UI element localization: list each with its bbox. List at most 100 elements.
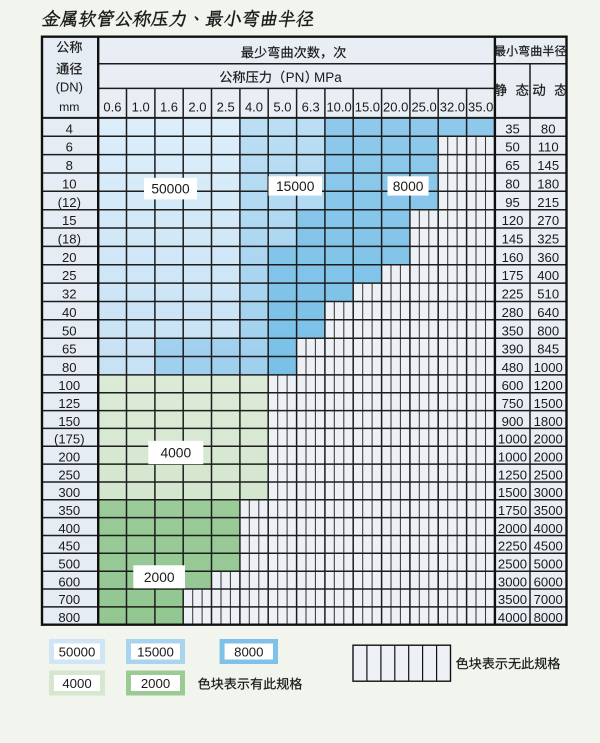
svg-text:845: 845: [537, 342, 559, 357]
svg-text:50: 50: [62, 323, 77, 338]
svg-text:8000: 8000: [534, 610, 563, 625]
svg-text:3000: 3000: [498, 574, 527, 589]
svg-text:25.0: 25.0: [411, 99, 436, 114]
svg-text:1.6: 1.6: [160, 99, 178, 114]
svg-text:3500: 3500: [498, 592, 527, 607]
svg-text:160: 160: [502, 250, 524, 265]
svg-text:80: 80: [541, 121, 556, 136]
svg-text:510: 510: [537, 287, 559, 302]
svg-text:(18): (18): [58, 232, 81, 247]
svg-text:145: 145: [537, 158, 559, 173]
svg-text:8: 8: [66, 158, 73, 173]
svg-text:65: 65: [62, 342, 77, 357]
svg-text:400: 400: [58, 521, 80, 536]
svg-text:2500: 2500: [534, 467, 563, 482]
svg-text:35.0: 35.0: [468, 99, 493, 114]
svg-text:2000: 2000: [534, 450, 563, 465]
svg-text:325: 325: [537, 232, 559, 247]
svg-text:10: 10: [62, 177, 77, 192]
svg-text:MPa: MPa: [314, 70, 342, 85]
svg-text:2.0: 2.0: [188, 99, 206, 114]
svg-text:6: 6: [66, 140, 73, 155]
svg-text:80: 80: [62, 360, 77, 375]
svg-text:225: 225: [502, 287, 524, 302]
svg-text:1.0: 1.0: [132, 99, 150, 114]
svg-text:2500: 2500: [498, 557, 527, 572]
svg-text:750: 750: [502, 396, 524, 411]
svg-text:270: 270: [537, 213, 559, 228]
svg-text:32.0: 32.0: [440, 99, 465, 114]
svg-text:1000: 1000: [498, 432, 527, 447]
svg-text:360: 360: [537, 250, 559, 265]
svg-text:280: 280: [502, 305, 524, 320]
svg-text:40: 40: [62, 305, 77, 320]
svg-text:0.6: 0.6: [103, 99, 121, 114]
svg-text:20: 20: [62, 250, 77, 265]
svg-text:(12): (12): [58, 195, 81, 210]
svg-text:(175): (175): [54, 432, 85, 447]
svg-text:80: 80: [505, 177, 520, 192]
svg-text:800: 800: [58, 610, 80, 625]
svg-text:200: 200: [58, 450, 80, 465]
svg-text:145: 145: [502, 232, 524, 247]
svg-text:15.0: 15.0: [355, 99, 380, 114]
svg-text:100: 100: [58, 378, 80, 393]
svg-text:110: 110: [538, 140, 559, 155]
svg-text:4000: 4000: [534, 521, 563, 536]
svg-text:500: 500: [58, 557, 80, 572]
svg-text:600: 600: [58, 574, 80, 589]
svg-text:3500: 3500: [534, 503, 563, 518]
svg-text:(DN): (DN): [56, 79, 83, 94]
svg-text:50: 50: [505, 140, 520, 155]
svg-text:mm: mm: [59, 100, 79, 114]
svg-text:1200: 1200: [534, 378, 563, 393]
svg-text:800: 800: [537, 323, 559, 338]
svg-text:175: 175: [502, 268, 524, 283]
svg-text:6.3: 6.3: [302, 99, 320, 114]
svg-text:20.0: 20.0: [383, 99, 408, 114]
svg-text:10.0: 10.0: [326, 99, 351, 114]
svg-text:215: 215: [537, 195, 559, 210]
svg-text:2000: 2000: [534, 432, 563, 447]
svg-text:4.0: 4.0: [245, 99, 263, 114]
svg-text:95: 95: [505, 195, 520, 210]
svg-text:5.0: 5.0: [273, 99, 291, 114]
svg-text:8000: 8000: [393, 179, 424, 194]
svg-text:350: 350: [58, 503, 80, 518]
svg-text:640: 640: [537, 305, 559, 320]
svg-text:600: 600: [502, 378, 524, 393]
svg-text:3000: 3000: [534, 485, 563, 500]
svg-text:4500: 4500: [534, 539, 563, 554]
svg-text:120: 120: [502, 213, 524, 228]
svg-text:4000: 4000: [62, 676, 91, 691]
svg-text:35: 35: [505, 121, 520, 136]
svg-text:15: 15: [62, 213, 77, 228]
svg-text:125: 125: [58, 396, 80, 411]
svg-text:4: 4: [66, 121, 73, 136]
svg-text:150: 150: [58, 414, 80, 429]
svg-text:2250: 2250: [498, 539, 527, 554]
svg-text:1500: 1500: [534, 396, 563, 411]
svg-text:2.5: 2.5: [217, 99, 235, 114]
svg-text:2000: 2000: [141, 676, 170, 691]
svg-text:480: 480: [502, 360, 524, 375]
svg-text:8000: 8000: [234, 644, 263, 659]
svg-text:1750: 1750: [498, 503, 527, 518]
svg-text:7000: 7000: [534, 592, 563, 607]
svg-text:700: 700: [58, 592, 80, 607]
svg-text:390: 390: [502, 342, 524, 357]
svg-text:1250: 1250: [498, 467, 527, 482]
svg-text:PN: PN: [286, 70, 305, 85]
svg-text:50000: 50000: [59, 644, 96, 659]
svg-text:4000: 4000: [160, 446, 191, 461]
svg-text:300: 300: [58, 485, 80, 500]
svg-text:180: 180: [537, 177, 559, 192]
svg-text:4000: 4000: [498, 610, 527, 625]
svg-text:2000: 2000: [144, 570, 175, 585]
svg-text:900: 900: [502, 414, 524, 429]
svg-text:1000: 1000: [534, 360, 563, 375]
svg-text:2000: 2000: [498, 521, 527, 536]
svg-text:5000: 5000: [534, 557, 563, 572]
svg-text:32: 32: [62, 287, 77, 302]
svg-text:1500: 1500: [498, 485, 527, 500]
